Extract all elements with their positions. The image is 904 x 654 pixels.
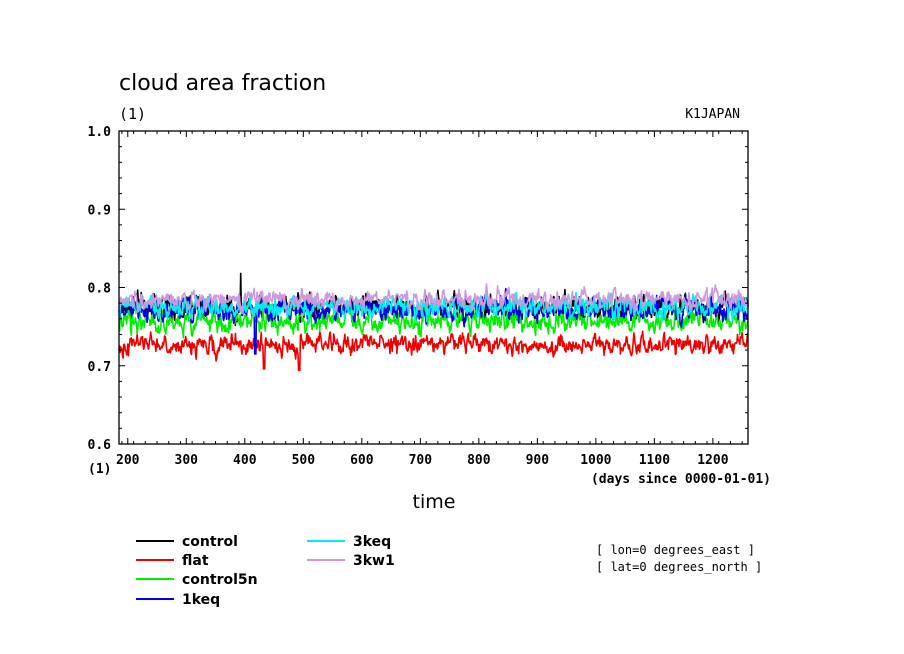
x-units-label: (days since 0000-01-01): [591, 472, 771, 487]
legend-label-1keq: 1keq: [182, 592, 220, 608]
lat-note: [ lat=0 degrees_north ]: [596, 560, 762, 574]
series-line-flat: [118, 330, 749, 372]
y-tick-label: 0.7: [88, 360, 111, 375]
region-label: K1JAPAN: [685, 107, 740, 122]
y-units-label: (1): [88, 462, 111, 477]
legend-label-3keq: 3keq: [353, 534, 391, 550]
legend-label-3kw1: 3kw1: [353, 553, 395, 569]
y-tick-label: 1.0: [88, 125, 112, 140]
chart-title: cloud area fraction: [119, 71, 326, 96]
series-line-3kw1: [118, 283, 749, 314]
x-axis-label: time: [413, 491, 456, 513]
x-tick-label: 200: [116, 453, 140, 468]
y-tick-label: 0.8: [88, 282, 112, 297]
x-tick-label: 700: [409, 453, 433, 468]
x-tick-label: 1000: [580, 453, 611, 468]
x-tick-label: 1200: [697, 453, 728, 468]
x-tick-label: 800: [467, 453, 491, 468]
y-tick-label: 0.9: [88, 203, 111, 218]
x-tick-label: 600: [350, 453, 374, 468]
lon-note: [ lon=0 degrees_east ]: [596, 543, 755, 557]
chart-units: (1): [119, 105, 146, 123]
x-tick-label: 500: [292, 453, 316, 468]
legend-label-control: control: [182, 534, 238, 550]
series-layer: [118, 272, 749, 372]
x-tick-label: 400: [233, 453, 257, 468]
x-tick-label: 1100: [639, 453, 670, 468]
legend-label-flat: flat: [182, 553, 209, 569]
x-tick-label: 300: [175, 453, 199, 468]
y-tick-label: 0.6: [88, 438, 112, 453]
plot-frame: [118, 130, 749, 445]
legend-label-control5n: control5n: [182, 572, 258, 588]
legend: control flat control5n 1keq 3keq 3kw1: [136, 534, 395, 608]
x-tick-label: 900: [526, 453, 550, 468]
ticks-layer: 200 300 400 500 600 700 800 900 1000 1100 1200 0.6 0…: [88, 125, 748, 468]
